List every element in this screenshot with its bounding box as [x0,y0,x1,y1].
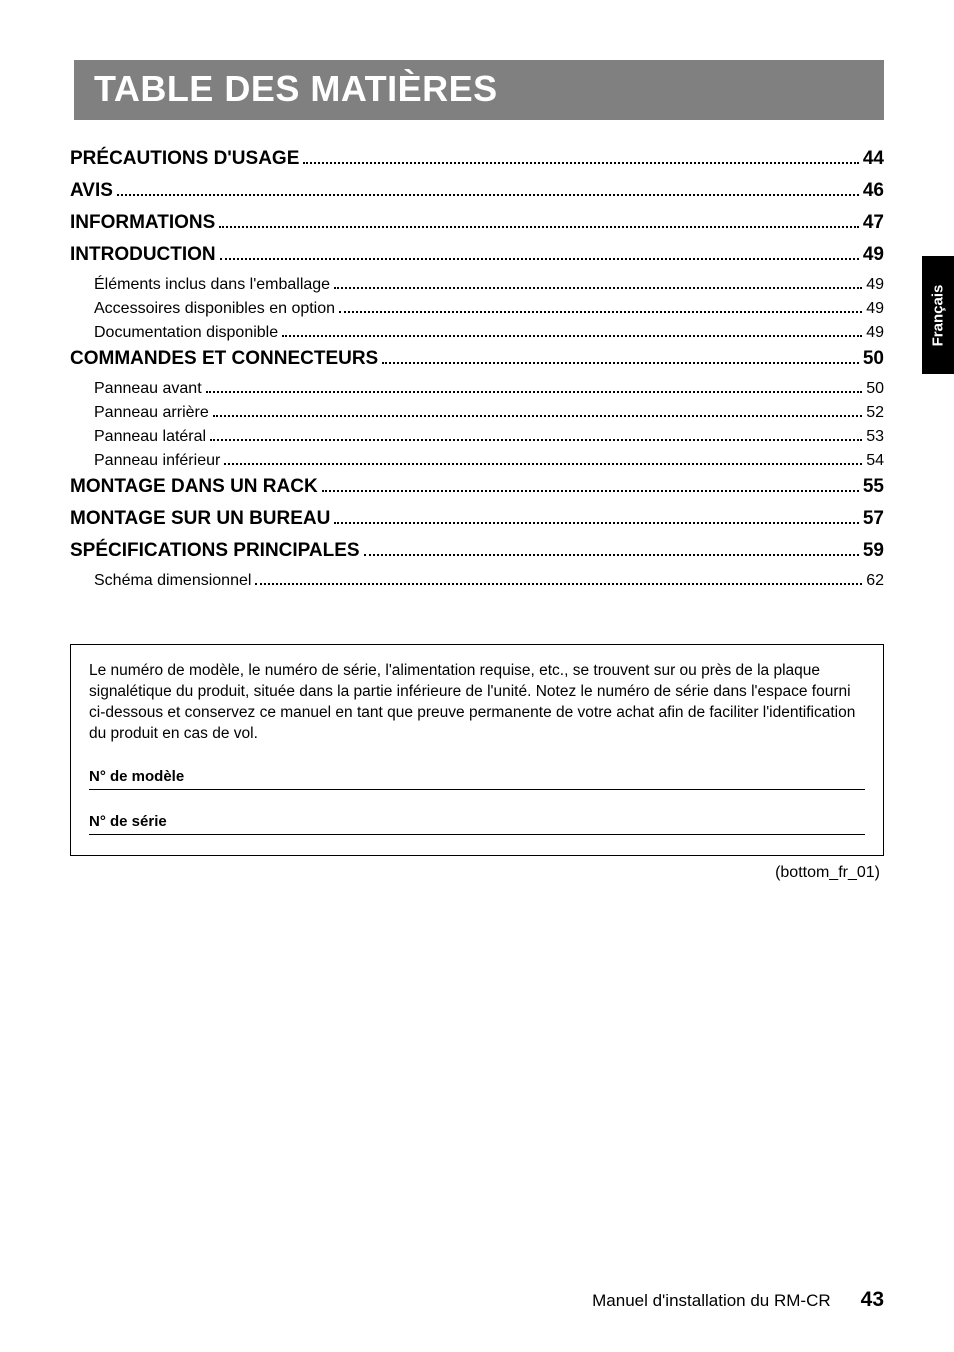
toc-row: MONTAGE DANS UN RACK 55 [70,476,884,498]
toc-label: MONTAGE DANS UN RACK [70,476,318,498]
toc-label: PRÉCAUTIONS D'USAGE [70,148,299,170]
bottom-reference: (bottom_fr_01) [70,864,884,882]
toc-row: Panneau avant 50 [70,380,884,398]
toc-row: PRÉCAUTIONS D'USAGE 44 [70,148,884,170]
toc-page-number: 52 [866,404,884,422]
toc-label: MONTAGE SUR UN BUREAU [70,508,330,530]
toc-row: Panneau arrière 52 [70,404,884,422]
notice-text: Le numéro de modèle, le numéro de série,… [89,661,865,745]
toc-row: Panneau latéral 53 [70,428,884,446]
toc-row: Accessoires disponibles en option 49 [70,300,884,318]
toc-page-number: 54 [866,452,884,470]
toc-page-number: 49 [866,276,884,294]
toc-label: Panneau avant [94,380,202,398]
toc-label: SPÉCIFICATIONS PRINCIPALES [70,540,360,562]
footer-text: Manuel d'installation du RM-CR [592,1291,831,1311]
toc-label: Panneau latéral [94,428,206,446]
toc-page-number: 55 [863,476,884,498]
toc-leader-dots [210,439,862,441]
toc-row: AVIS 46 [70,180,884,202]
toc-leader-dots [213,415,862,417]
toc-row: Schéma dimensionnel 62 [70,572,884,590]
table-of-contents: PRÉCAUTIONS D'USAGE 44 AVIS 46 INFORMATIONS 4… [70,148,884,590]
toc-row: Documentation disponible 49 [70,324,884,342]
toc-label: Schéma dimensionnel [94,572,251,590]
toc-page-number: 49 [866,300,884,318]
toc-row: Éléments inclus dans l'emballage 49 [70,276,884,294]
toc-label: AVIS [70,180,113,202]
toc-row: Panneau inférieur 54 [70,452,884,470]
toc-page-number: 49 [866,324,884,342]
toc-label: Panneau inférieur [94,452,220,470]
toc-row: INFORMATIONS 47 [70,212,884,234]
model-number-line [89,789,865,790]
toc-label: COMMANDES ET CONNECTEURS [70,348,378,370]
toc-row: INTRODUCTION 49 [70,244,884,266]
model-number-label: N° de modèle [89,767,865,787]
toc-page-number: 46 [863,180,884,202]
toc-page-number: 44 [863,148,884,170]
toc-leader-dots [339,311,862,313]
page-container: TABLE DES MATIÈRES PRÉCAUTIONS D'USAGE 44… [0,0,954,1352]
page-footer: Manuel d'installation du RM-CR 43 [70,1288,884,1312]
toc-leader-dots [303,162,858,164]
page-title: TABLE DES MATIÈRES [94,68,864,110]
language-label: Français [930,284,947,346]
serial-number-line [89,834,865,835]
toc-leader-dots [364,554,859,556]
toc-label: Éléments inclus dans l'emballage [94,276,330,294]
toc-leader-dots [219,226,859,228]
toc-row: COMMANDES ET CONNECTEURS 50 [70,348,884,370]
toc-leader-dots [334,287,862,289]
toc-leader-dots [382,362,859,364]
toc-label: Accessoires disponibles en option [94,300,335,318]
language-side-tab: Français [922,256,954,374]
toc-leader-dots [220,258,859,260]
toc-page-number: 49 [863,244,884,266]
title-bar: TABLE DES MATIÈRES [70,60,884,120]
toc-row: SPÉCIFICATIONS PRINCIPALES 59 [70,540,884,562]
toc-leader-dots [224,463,862,465]
toc-page-number: 62 [866,572,884,590]
toc-page-number: 53 [866,428,884,446]
serial-number-label: N° de série [89,812,865,832]
toc-label: Documentation disponible [94,324,278,342]
toc-leader-dots [117,194,859,196]
toc-label: INFORMATIONS [70,212,215,234]
toc-leader-dots [206,391,863,393]
footer-page-number: 43 [861,1288,884,1312]
toc-leader-dots [282,335,862,337]
notice-box: Le numéro de modèle, le numéro de série,… [70,644,884,856]
toc-row: MONTAGE SUR UN BUREAU 57 [70,508,884,530]
toc-page-number: 59 [863,540,884,562]
toc-leader-dots [322,490,859,492]
toc-page-number: 57 [863,508,884,530]
toc-label: Panneau arrière [94,404,209,422]
toc-label: INTRODUCTION [70,244,216,266]
toc-page-number: 50 [863,348,884,370]
toc-page-number: 50 [866,380,884,398]
toc-leader-dots [334,522,858,524]
toc-leader-dots [255,583,862,585]
toc-page-number: 47 [863,212,884,234]
